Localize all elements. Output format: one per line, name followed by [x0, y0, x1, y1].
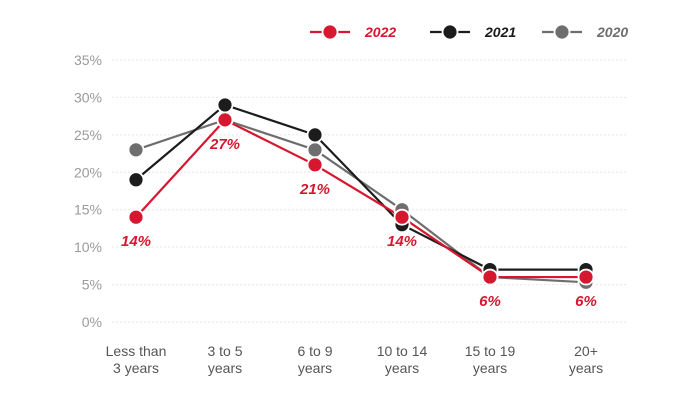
x-tick-label-2: 6 to 9 years [297, 343, 332, 376]
legend-marker-2022 [321, 23, 339, 41]
data-label-2022-1: 27% [209, 136, 240, 153]
point-2022-1 [216, 111, 234, 129]
legend: 2022 2021 2020 [310, 23, 628, 41]
point-2022-5 [577, 268, 595, 286]
y-tick-label-25: 25% [74, 127, 102, 143]
point-2021-1 [216, 96, 234, 114]
y-tick-label-0: 0% [82, 314, 102, 330]
y-axis-ticks: 0% 5% 10% 15% 20% 25% 30% 35% [74, 52, 102, 330]
x-tick-label-4: 15 to 19 years [465, 343, 516, 376]
data-label-2022-3: 14% [387, 233, 417, 250]
series-line-2021 [135, 103, 586, 271]
point-2022-0 [127, 208, 145, 226]
legend-label-2020: 2020 [596, 24, 628, 40]
series-line-2022 [135, 118, 586, 279]
point-2021-0 [127, 171, 145, 189]
point-2022-3 [393, 208, 411, 226]
point-2020-2 [306, 141, 324, 159]
x-tick-label-5: 20+ years [569, 343, 603, 376]
legend-label-2022: 2022 [364, 24, 396, 40]
series-points [127, 96, 595, 291]
x-tick-label-3: 10 to 14 years [377, 343, 428, 376]
legend-marker-2020 [553, 23, 571, 41]
data-label-2022-5: 6% [575, 293, 597, 310]
y-tick-label-10: 10% [74, 239, 102, 255]
y-tick-label-5: 5% [82, 277, 102, 293]
legend-item-2021: 2021 [430, 23, 516, 41]
series-lines [135, 103, 587, 284]
x-tick-label-0: Less than 3 years [106, 343, 167, 376]
legend-marker-2021 [441, 23, 459, 41]
data-labels: 14% 27% 21% 14% 6% 6% [121, 136, 597, 310]
point-2022-4 [481, 268, 499, 286]
data-label-2022-2: 21% [299, 181, 330, 198]
point-2021-2 [306, 126, 324, 144]
point-2022-2 [306, 156, 324, 174]
legend-item-2022: 2022 [310, 23, 396, 41]
x-tick-label-1: 3 to 5 years [207, 343, 242, 376]
x-axis-ticks: Less than 3 years 3 to 5 years 6 to 9 years 10… [106, 343, 603, 376]
y-tick-label-20: 20% [74, 164, 102, 180]
y-tick-label-30: 30% [74, 89, 102, 105]
y-tick-label-15: 15% [74, 202, 102, 218]
data-label-2022-0: 14% [121, 233, 151, 250]
legend-item-2020: 2020 [542, 23, 628, 41]
y-tick-label-35: 35% [74, 52, 102, 68]
legend-label-2021: 2021 [484, 24, 516, 40]
point-2020-0 [127, 141, 145, 159]
gridlines [112, 59, 628, 323]
data-label-2022-4: 6% [479, 293, 501, 310]
